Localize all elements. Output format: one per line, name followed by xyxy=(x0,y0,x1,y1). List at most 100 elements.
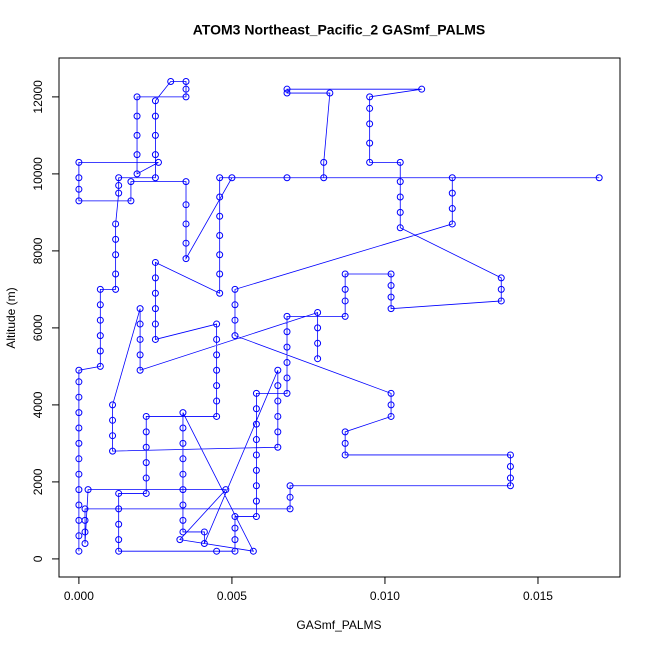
data-point xyxy=(222,486,230,494)
data-point xyxy=(506,463,514,471)
plot-frame xyxy=(58,57,621,578)
data-point xyxy=(341,428,349,436)
data-point xyxy=(252,420,260,428)
data-point xyxy=(75,393,83,401)
data-point xyxy=(115,536,123,544)
data-point xyxy=(341,312,349,320)
data-point xyxy=(179,424,187,432)
chart-title: ATOM3 Northeast_Pacific_2 GASmf_PALMS xyxy=(193,22,486,38)
data-point xyxy=(109,432,117,440)
data-point xyxy=(182,220,190,228)
data-point xyxy=(341,285,349,293)
data-point xyxy=(109,447,117,455)
x-tick-label: 0.015 xyxy=(523,589,553,603)
data-point xyxy=(448,205,456,213)
data-point xyxy=(231,332,239,340)
data-point xyxy=(216,251,224,259)
data-point xyxy=(366,158,374,166)
data-point xyxy=(506,451,514,459)
data-point xyxy=(179,470,187,478)
data-point xyxy=(75,378,83,386)
data-point xyxy=(274,366,282,374)
data-point xyxy=(231,524,239,532)
data-point xyxy=(112,251,120,259)
data-point xyxy=(387,401,395,409)
data-point xyxy=(75,486,83,494)
data-point xyxy=(115,547,123,555)
data-point xyxy=(274,397,282,405)
data-point xyxy=(314,355,322,363)
data-point xyxy=(283,85,291,93)
data-point xyxy=(320,174,328,182)
data-point xyxy=(182,255,190,263)
data-point xyxy=(286,482,294,490)
data-point xyxy=(314,339,322,347)
data-point xyxy=(112,235,120,243)
data-point xyxy=(231,513,239,521)
y-tick-label: 2000 xyxy=(31,468,45,495)
data-point xyxy=(231,547,239,555)
data-point xyxy=(216,174,224,182)
data-point xyxy=(396,178,404,186)
data-point xyxy=(151,305,159,313)
data-point xyxy=(286,493,294,501)
data-point xyxy=(96,347,104,355)
data-point xyxy=(133,131,141,139)
data-point xyxy=(274,412,282,420)
data-point xyxy=(213,412,221,420)
data-point xyxy=(231,285,239,293)
data-point xyxy=(228,174,236,182)
data-point xyxy=(252,513,260,521)
data-point xyxy=(75,409,83,417)
data-point xyxy=(231,536,239,544)
data-point xyxy=(151,289,159,297)
data-point xyxy=(314,308,322,316)
data-point xyxy=(75,532,83,540)
data-point xyxy=(252,405,260,413)
data-point xyxy=(216,193,224,201)
x-tick-label: 0.010 xyxy=(370,589,400,603)
data-point xyxy=(387,412,395,420)
data-point xyxy=(283,89,291,97)
y-tick-label: 10000 xyxy=(31,157,45,191)
data-point xyxy=(216,231,224,239)
data-point xyxy=(182,93,190,101)
data-point xyxy=(75,547,83,555)
data-point xyxy=(595,174,603,182)
y-tick-label: 8000 xyxy=(31,237,45,264)
series-line xyxy=(78,81,600,552)
data-point xyxy=(283,174,291,182)
data-point xyxy=(115,520,123,528)
data-point xyxy=(252,466,260,474)
data-point xyxy=(179,439,187,447)
data-point xyxy=(396,208,404,216)
data-point xyxy=(182,77,190,85)
y-tick-label: 12000 xyxy=(31,80,45,114)
x-axis-label: GASmf_PALMS xyxy=(296,618,381,632)
data-point xyxy=(213,397,221,405)
data-point xyxy=(96,301,104,309)
data-point xyxy=(127,197,135,205)
data-point xyxy=(142,474,150,482)
data-point xyxy=(112,285,120,293)
data-point xyxy=(154,158,162,166)
data-point xyxy=(179,501,187,509)
data-point xyxy=(151,174,159,182)
data-point xyxy=(497,274,505,282)
data-point xyxy=(387,293,395,301)
data-point xyxy=(216,289,224,297)
data-point xyxy=(115,181,123,189)
data-point xyxy=(366,93,374,101)
data-point xyxy=(231,316,239,324)
data-point xyxy=(200,528,208,536)
data-point xyxy=(283,343,291,351)
data-point xyxy=(133,151,141,159)
data-point xyxy=(213,547,221,555)
data-point xyxy=(506,474,514,482)
data-point xyxy=(274,382,282,390)
data-point xyxy=(179,455,187,463)
data-point xyxy=(341,451,349,459)
data-point xyxy=(75,158,83,166)
data-point xyxy=(75,455,83,463)
